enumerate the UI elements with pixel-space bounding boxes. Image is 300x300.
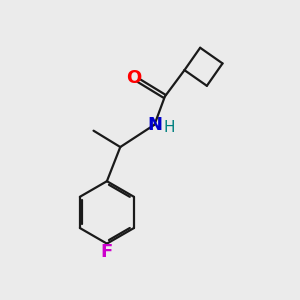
- Text: N: N: [148, 116, 163, 134]
- Text: F: F: [101, 243, 113, 261]
- Text: O: O: [126, 69, 141, 87]
- Text: H: H: [164, 120, 175, 135]
